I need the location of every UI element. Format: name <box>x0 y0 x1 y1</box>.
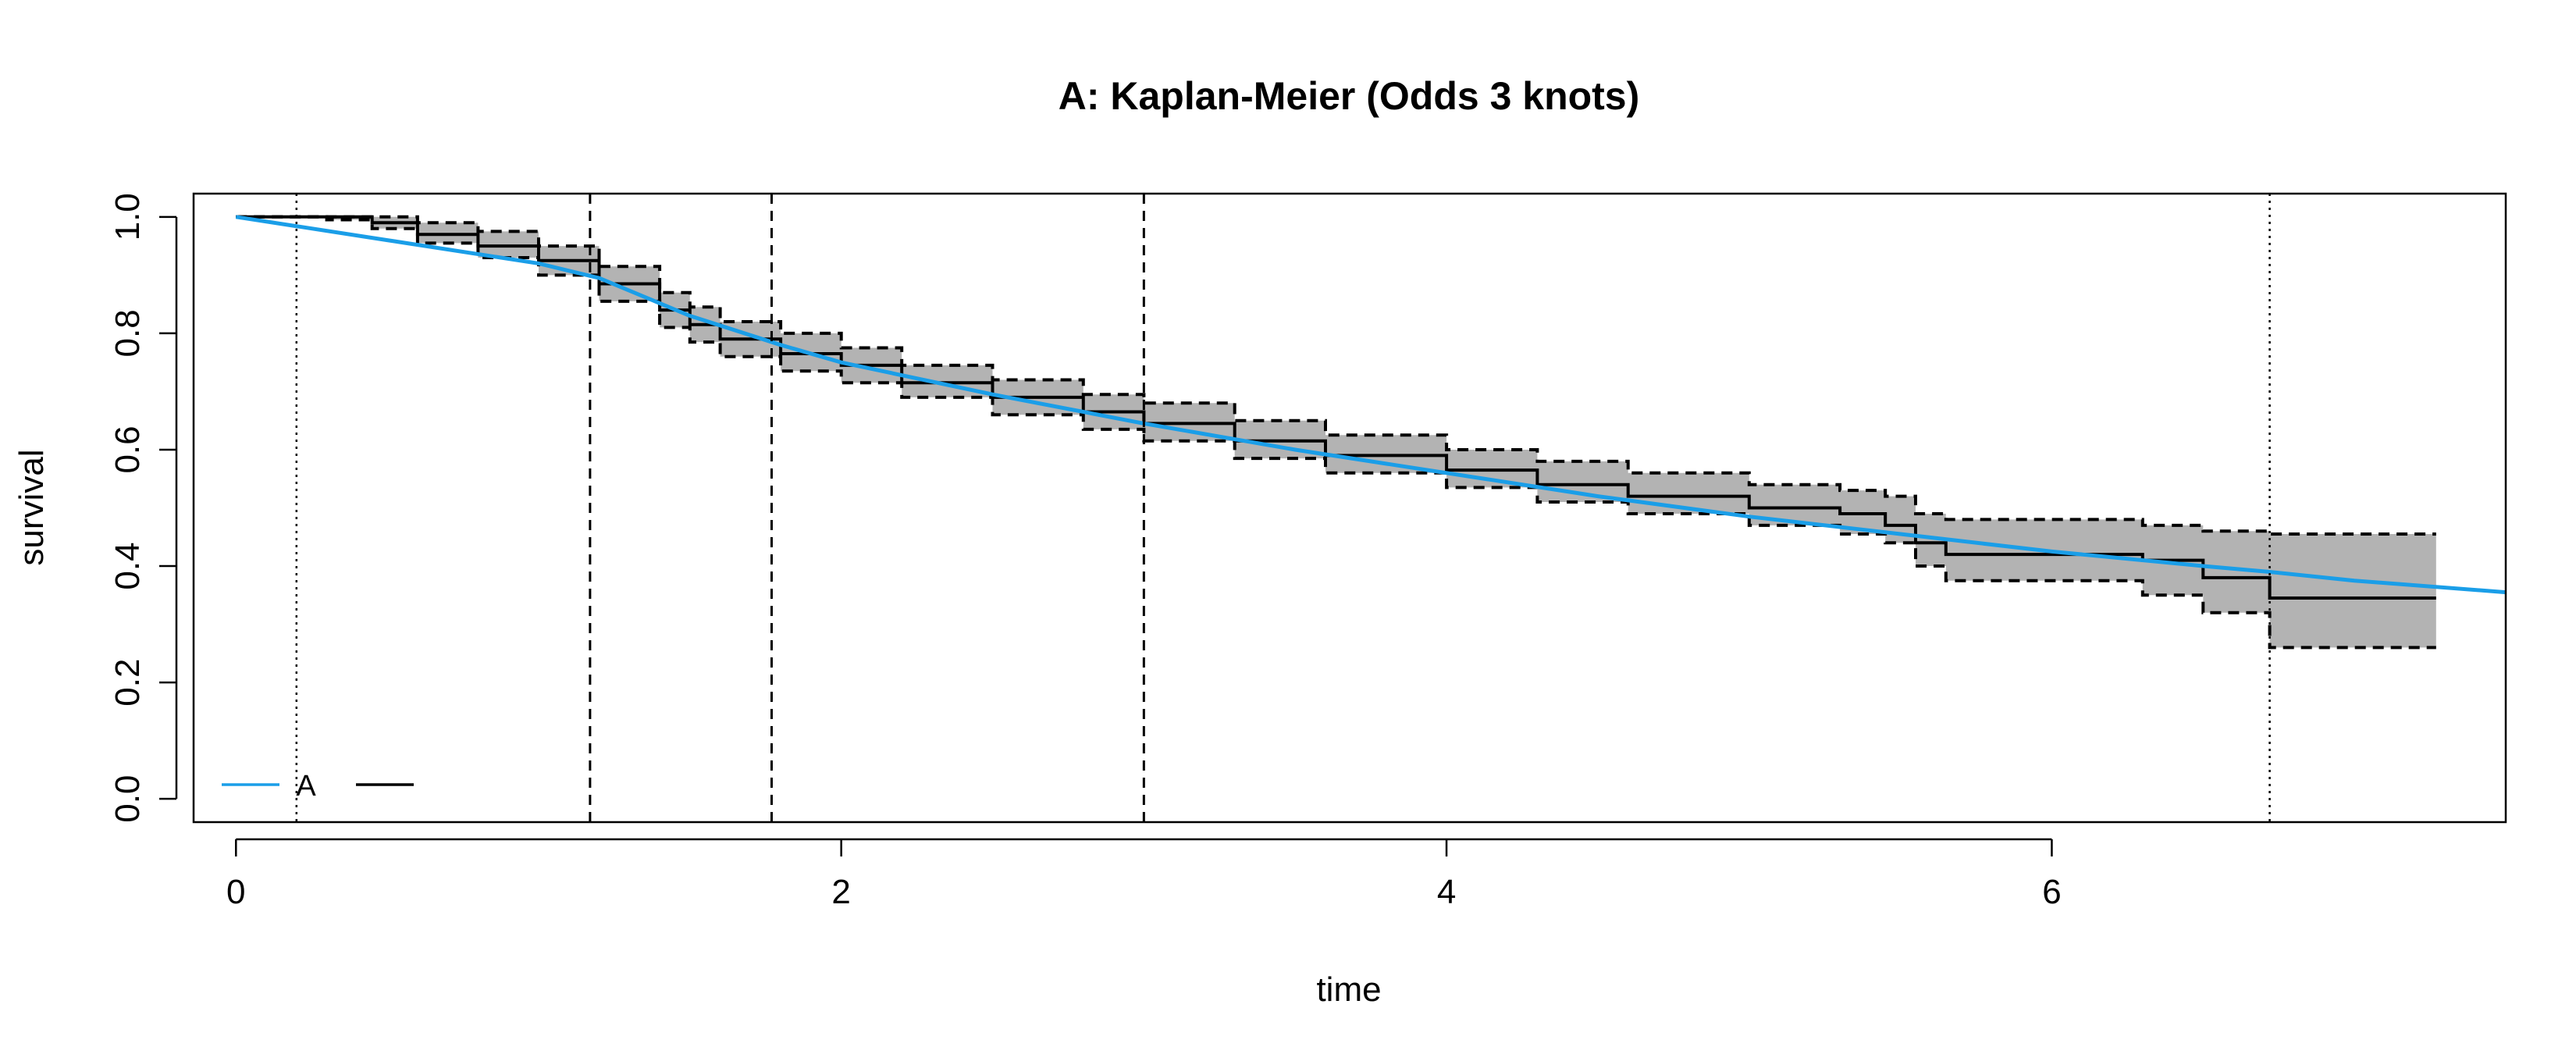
knot-lines-layer <box>295 194 2271 822</box>
model-curve <box>235 215 2507 595</box>
x-tick-label: 2 <box>831 873 850 911</box>
y-tick-label: 0.8 <box>109 309 147 357</box>
chart-title: A: Kaplan-Meier (Odds 3 knots) <box>1059 74 1640 118</box>
y-tick-label: 0.4 <box>109 542 147 589</box>
axes-layer: 0 2 4 6 0.0 0.2 0.4 0.6 0.8 1.0 <box>109 193 2062 911</box>
ci-upper-line <box>236 215 2436 536</box>
plot-frame <box>192 192 2507 824</box>
legend: A <box>222 770 414 803</box>
y-tick-label: 0.2 <box>109 659 147 707</box>
y-tick-label: 0.0 <box>109 775 147 823</box>
y-tick-label: 1.0 <box>109 193 147 240</box>
x-tick-label: 0 <box>226 873 245 911</box>
confidence-band <box>236 216 2436 648</box>
confidence-band-layer <box>236 216 2436 648</box>
x-axis-label: time <box>1316 970 1381 1009</box>
y-axis-label: survival <box>12 449 51 565</box>
x-tick-label: 6 <box>2042 873 2061 911</box>
x-tick-label: 4 <box>1437 873 1456 911</box>
y-tick-label: 0.6 <box>109 426 147 473</box>
legend-label: A <box>296 770 316 803</box>
ci-lower-line <box>236 215 2436 650</box>
